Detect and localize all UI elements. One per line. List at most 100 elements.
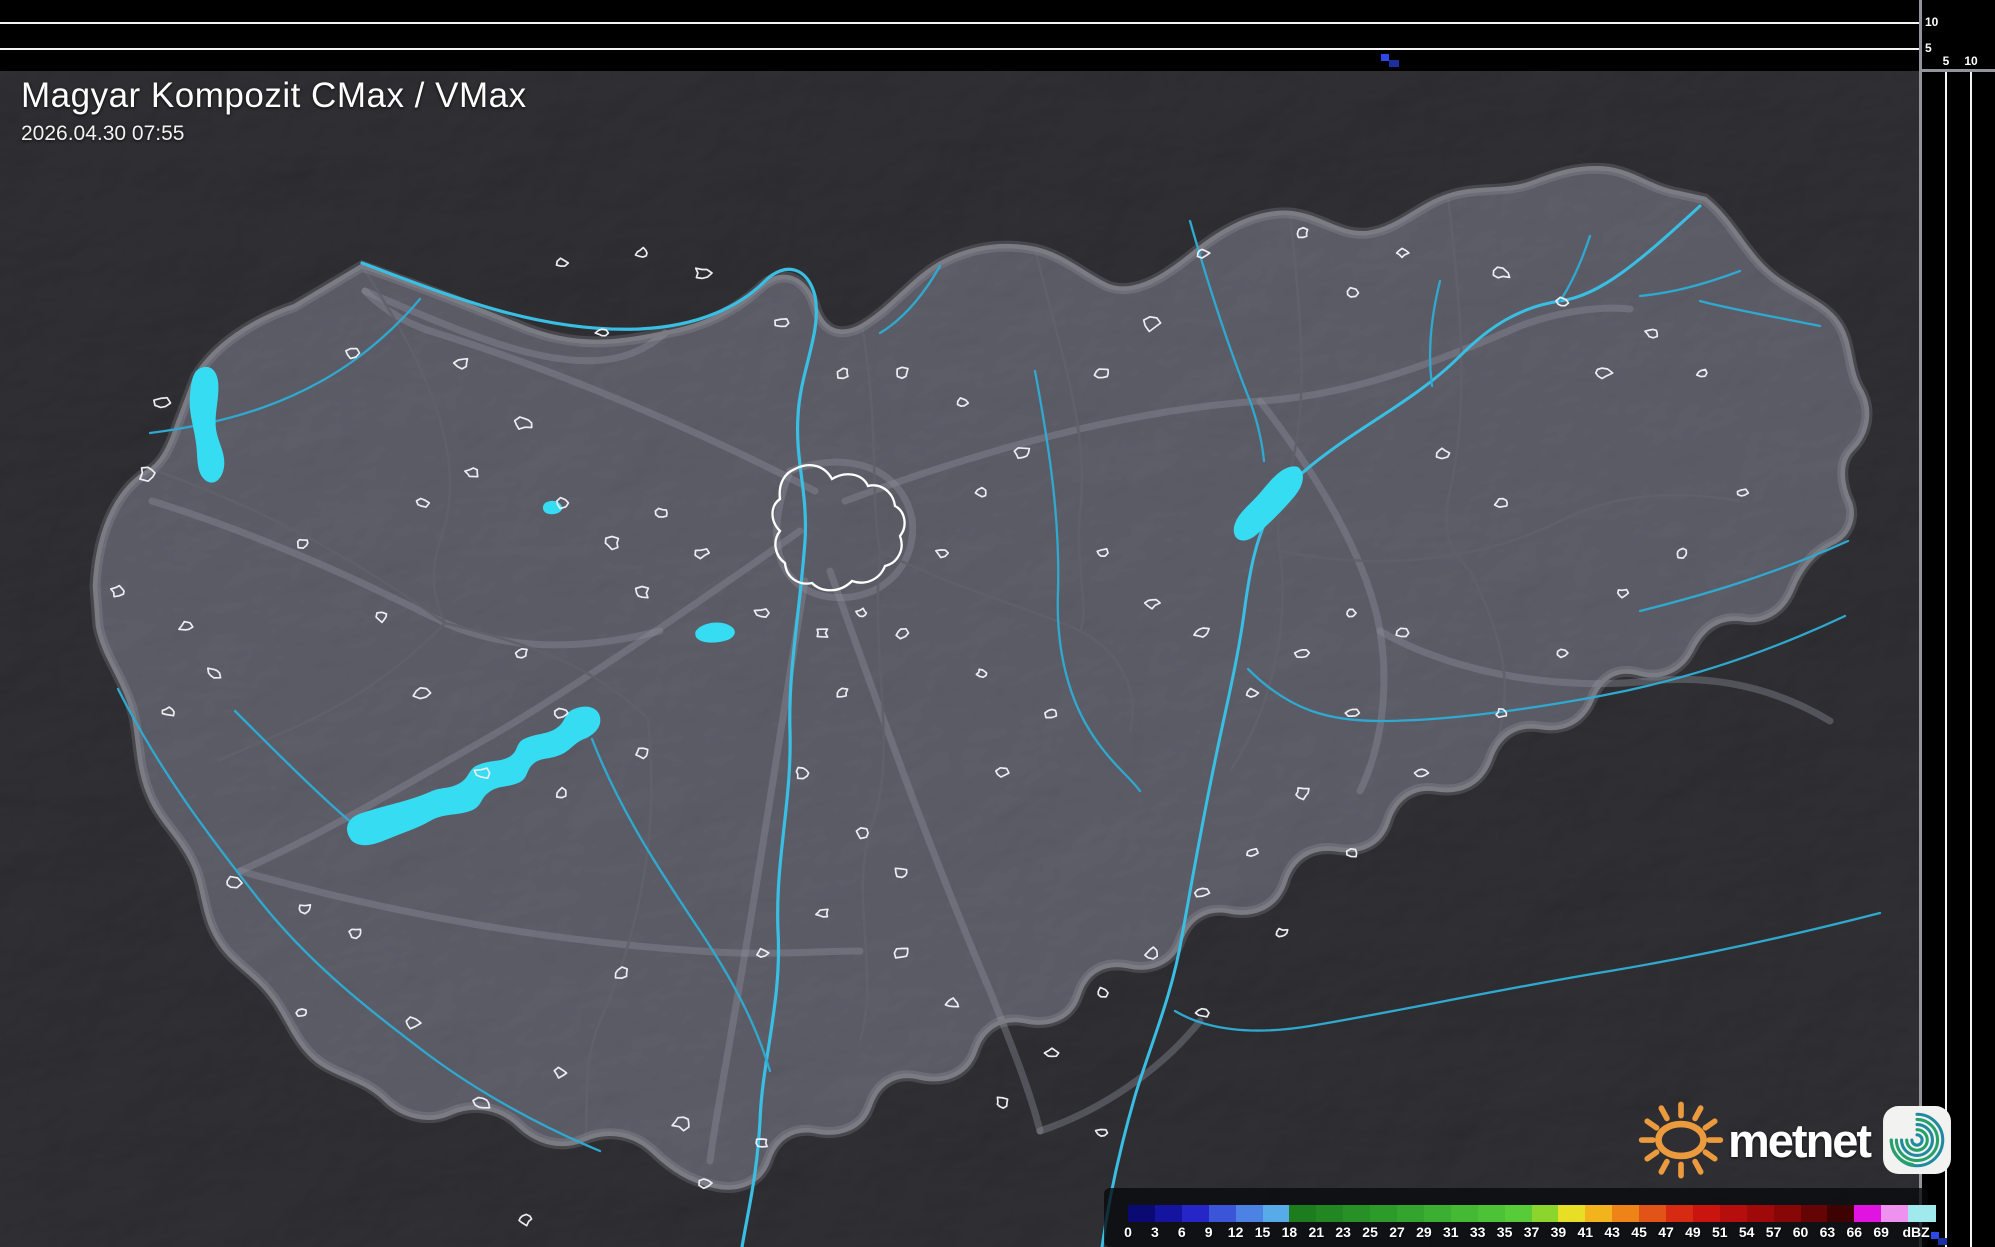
colorbar-tick-label: 41 — [1577, 1224, 1594, 1240]
radar-echo-mark — [1931, 1232, 1939, 1239]
town-outline — [671, 1116, 690, 1132]
town-outline — [1346, 286, 1360, 298]
colorbar-tick-label: 0 — [1124, 1224, 1132, 1240]
town-outline — [698, 1178, 713, 1190]
colorbar-segment — [1666, 1205, 1694, 1222]
town-outline — [1193, 887, 1211, 898]
town-outline — [1097, 986, 1109, 998]
colorbar-segment — [1208, 1205, 1237, 1222]
town-outline — [553, 707, 569, 719]
town-outline — [1344, 708, 1361, 717]
town-outline — [412, 686, 432, 700]
colorbar-segment — [1612, 1205, 1640, 1222]
town-outline — [635, 747, 649, 760]
right-axis-label-10: 10 — [1964, 54, 1978, 68]
town-outline — [1493, 497, 1509, 508]
radar-echo-mark — [1938, 1238, 1947, 1245]
hungary-radar-map — [0, 71, 1920, 1247]
town-outline — [634, 246, 648, 258]
town-outline — [1013, 447, 1031, 460]
town-outline — [956, 397, 970, 408]
colorbar-segment — [1908, 1205, 1936, 1222]
river-network — [116, 204, 1882, 1247]
town-outline — [1616, 588, 1630, 599]
town-outline — [153, 396, 172, 409]
metnet-logo: metnet — [1636, 1094, 1952, 1186]
town-outline — [755, 1138, 768, 1148]
town-outline — [348, 928, 362, 940]
town-outline — [855, 827, 869, 840]
town-outline — [296, 538, 309, 549]
town-outline — [1695, 368, 1708, 378]
town-outline — [139, 466, 156, 483]
town-outline — [836, 687, 849, 698]
budapest-outline — [771, 464, 906, 592]
town-outline — [994, 766, 1010, 778]
town-outline — [1345, 847, 1358, 858]
map-svg — [0, 71, 1920, 1247]
town-outline — [1295, 787, 1310, 801]
lakes — [189, 366, 1303, 846]
colorbar-tick-label: 43 — [1604, 1224, 1620, 1240]
colorbar-tick-label: 18 — [1281, 1224, 1298, 1240]
town-outline — [405, 1016, 422, 1030]
colorbar-tick-label: 49 — [1685, 1224, 1701, 1240]
colorbar-tick-label: 51 — [1712, 1224, 1728, 1240]
town-outline — [975, 668, 988, 679]
lake-tisza — [1233, 466, 1303, 541]
top-axis-label-5: 5 — [1925, 41, 1932, 55]
colorbar-tick-label: 12 — [1227, 1224, 1244, 1240]
colorbar-tick-label: 23 — [1335, 1224, 1351, 1240]
town-outline — [1644, 328, 1659, 339]
town-outline — [1093, 368, 1110, 379]
town-outline — [415, 497, 431, 508]
colorbar-segment — [1800, 1205, 1828, 1222]
lake-velence — [695, 622, 735, 643]
town-outline — [556, 496, 570, 510]
colorbar-tick-label: 69 — [1873, 1224, 1889, 1240]
colorbar-segment — [1827, 1205, 1855, 1222]
town-outline — [295, 1008, 308, 1017]
top-gridline-10 — [0, 22, 1920, 24]
town-outline — [1296, 226, 1309, 239]
colorbar-tick-label: 9 — [1204, 1224, 1213, 1240]
town-outline — [1245, 847, 1259, 858]
town-outline — [1293, 649, 1311, 659]
timestamp: 2026.04.30 07:55 — [21, 122, 185, 145]
colorbar-tick-label: 35 — [1496, 1224, 1513, 1240]
town-outline — [1395, 247, 1410, 259]
town-outline — [1676, 547, 1688, 559]
colorbar-tick-label: 6 — [1177, 1224, 1186, 1240]
town-outline — [473, 767, 491, 780]
colorbar-tick-label: 33 — [1469, 1224, 1486, 1240]
colorbar-segment — [1370, 1205, 1398, 1222]
colorbar-tick-label: 63 — [1819, 1224, 1836, 1240]
town-outline — [815, 908, 829, 918]
town-outline — [795, 766, 810, 780]
panel-divider-horizontal — [1920, 69, 1995, 72]
sun-icon — [1638, 1101, 1724, 1179]
town-outline — [654, 507, 668, 518]
town-outline — [345, 347, 361, 360]
right-axis-label-5: 5 — [1942, 54, 1950, 68]
town-outline — [452, 357, 469, 370]
colorbar-segment — [1531, 1205, 1559, 1222]
town-outline — [464, 467, 479, 478]
town-outline — [1492, 266, 1511, 279]
panel-divider-vertical — [1919, 0, 1922, 1247]
colorbar-tick-label: 47 — [1658, 1224, 1674, 1240]
colorbar-segment — [1262, 1205, 1290, 1222]
town-outline — [694, 548, 711, 560]
town-outline — [1495, 707, 1508, 719]
colorbar-segment — [1881, 1205, 1909, 1222]
colorbar-segment — [1692, 1205, 1721, 1222]
town-outline — [1144, 946, 1159, 960]
page-title: Magyar Kompozit CMax / VMax — [21, 76, 527, 115]
colorbar-tick-label: 39 — [1550, 1224, 1567, 1240]
colorbar-segment — [1558, 1205, 1586, 1222]
radar-echo-mark — [1381, 54, 1389, 61]
town-outline — [1395, 627, 1410, 638]
town-outline — [1143, 598, 1161, 610]
town-outline — [1555, 296, 1570, 307]
right-gridline-10 — [1970, 71, 1972, 1247]
